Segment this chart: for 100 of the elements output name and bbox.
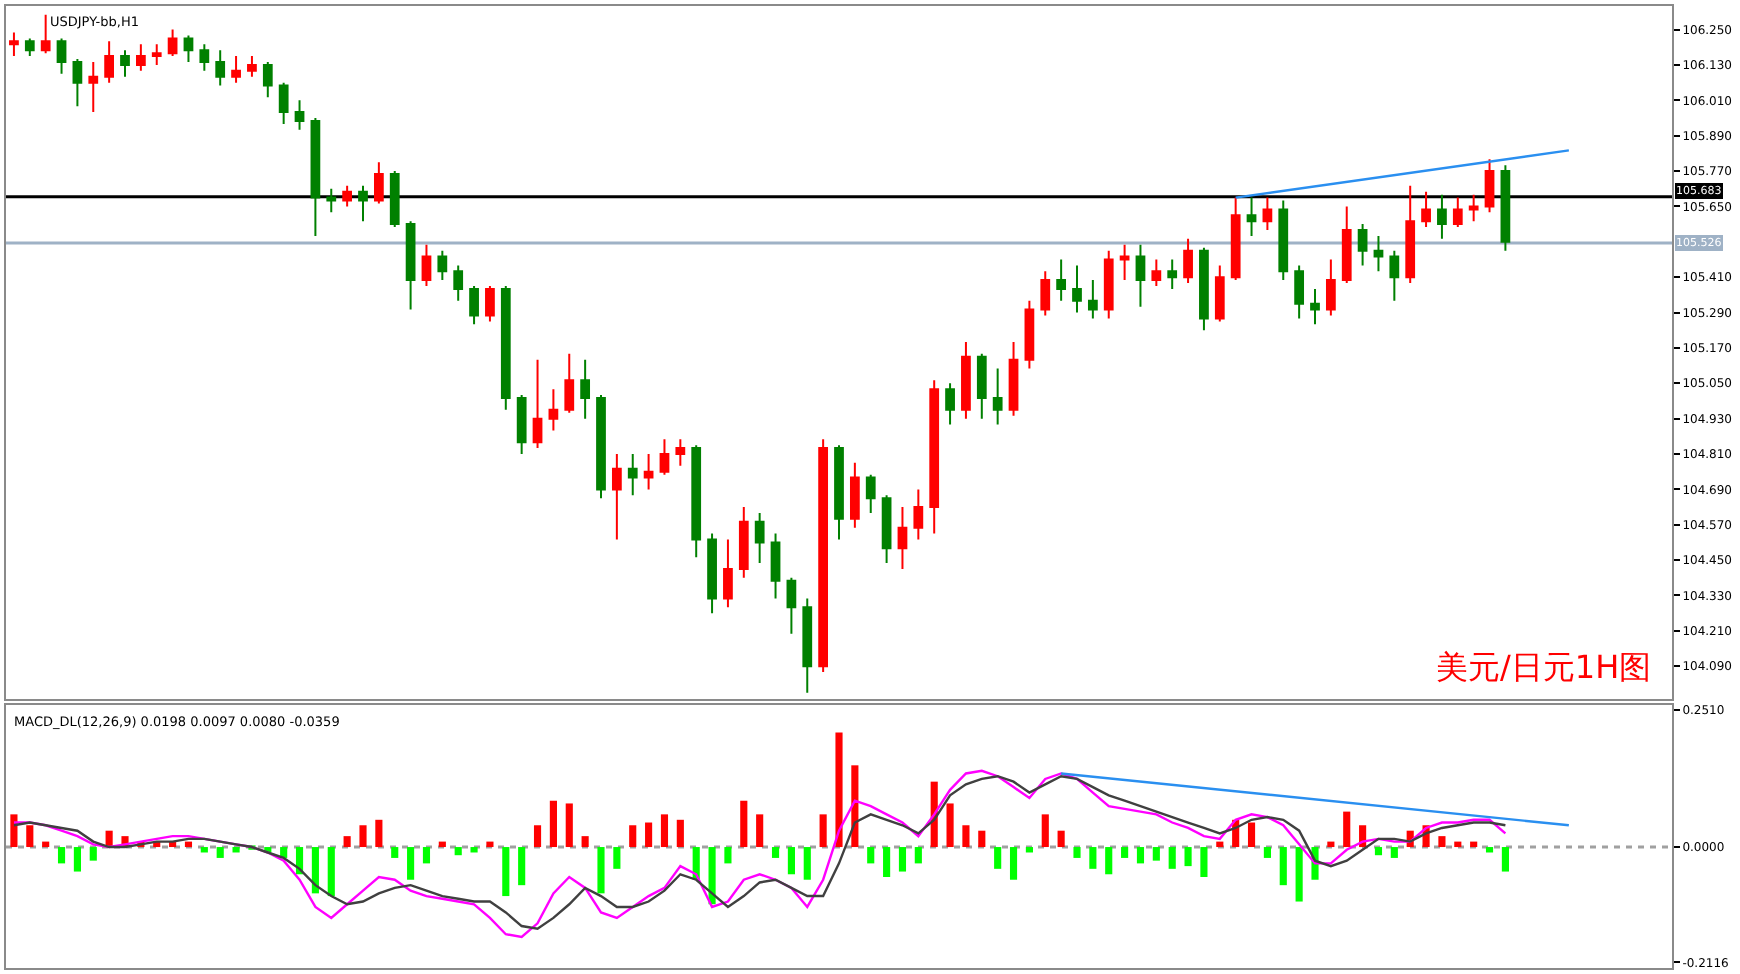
bar [1485,847,1494,853]
candlestick [469,285,479,326]
candlestick [1341,205,1352,285]
bar [771,847,780,858]
candlestick [1325,258,1336,317]
bar [1041,814,1049,848]
candlestick [358,184,368,223]
candlestick [675,438,686,467]
candlestick [1246,196,1257,237]
candlestick [215,49,226,87]
bar [73,847,81,872]
bar [835,732,843,848]
bar [1247,822,1256,848]
bar [1057,830,1065,848]
candlestick [1357,223,1368,267]
candlestick [1373,234,1384,273]
candlestick [1183,237,1193,285]
bar [232,847,240,853]
bar [724,847,732,864]
candlestick [167,28,178,58]
candlestick [120,49,130,78]
candlestick [1056,258,1067,302]
bar [1343,811,1351,848]
bar [597,847,605,894]
candlestick [1024,299,1035,370]
bar [1121,847,1129,858]
candlestick [1405,184,1416,285]
bar [629,825,637,848]
bar [1105,847,1113,875]
candlestick [485,285,495,323]
bar [883,847,891,878]
bar [1470,841,1478,848]
bar [200,847,208,853]
candlestick [516,394,527,455]
candlestick [183,34,194,63]
bar [26,825,34,848]
bar [549,800,557,848]
bar [1279,847,1287,886]
candlestick [659,438,670,476]
bar [660,814,669,848]
candlestick [342,184,353,208]
candlestick [278,81,289,125]
candlestick [1468,193,1479,223]
candlestick [913,488,924,541]
bar [581,836,589,848]
candlestick [786,576,797,635]
candlestick [627,453,638,497]
bar [708,847,716,905]
candlestick [1389,249,1400,302]
candlestick [1500,164,1511,252]
candlestick [40,13,51,55]
bar [1216,841,1224,848]
candlestick [580,358,591,420]
bar [375,819,383,848]
bar [311,847,319,894]
candlestick [754,511,765,565]
bar [42,841,50,848]
bar [1009,847,1018,880]
candlestick [945,382,955,426]
candlestick [1278,199,1289,282]
bar [914,847,922,864]
candlestick [611,453,622,541]
bar [803,847,811,880]
candlestick [532,358,543,450]
bar [1089,847,1097,869]
candlestick [1452,196,1463,229]
candlestick [262,61,273,99]
candlestick [1421,190,1431,229]
candlestick [405,220,416,311]
candlestick [500,285,511,411]
bar [1390,847,1398,858]
candlestick [802,597,813,694]
candlestick [1437,193,1447,240]
candlestick [326,187,337,214]
candlestick [1230,196,1241,282]
candlestick [88,61,99,114]
candlestick [1103,249,1114,320]
bar [756,814,764,848]
bar [994,847,1002,869]
bar [343,836,351,848]
candlestick [56,37,67,75]
bar [962,825,970,848]
bar [518,847,526,886]
candlestick [453,264,464,302]
candlestick [770,532,781,600]
bar [819,814,827,848]
candlestick [564,352,575,414]
candlestick [1310,287,1320,326]
bar [216,847,224,858]
candlestick [310,117,321,237]
candlestick [151,43,162,66]
bar [470,847,478,853]
bar [486,841,494,848]
bar [867,847,875,864]
bar [1136,847,1145,864]
candlestick [1135,243,1146,308]
bar [1374,847,1383,856]
candlestick [596,394,606,500]
annotation: 美元/日元1H图 [1436,648,1652,686]
candlestick [421,243,432,287]
